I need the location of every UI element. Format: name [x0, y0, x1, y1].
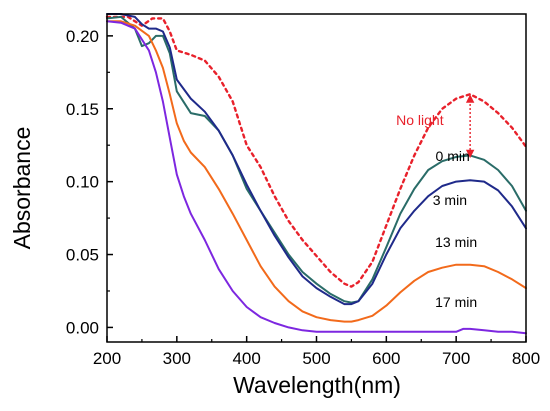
x-tick-label: 300 — [163, 349, 191, 368]
y-tick-label: 0.00 — [66, 318, 99, 337]
annotation-13-min: 13 min — [435, 234, 477, 250]
axes-layer: 200 300 400 500 600 700 800 0.00 0.05 0.10 0.15 0.2… — [66, 13, 540, 368]
annotation-no-light: No light — [396, 112, 444, 128]
y-tick-label: 0.05 — [66, 246, 99, 265]
x-tick-label: 700 — [442, 349, 470, 368]
x-tick-label: 800 — [512, 349, 540, 368]
series-line-13-min — [106, 20, 527, 323]
annotation-0-min: 0 min — [436, 148, 470, 164]
series-layer — [105, 13, 528, 335]
x-tick-label: 600 — [372, 349, 400, 368]
y-tick-label: 0.20 — [66, 27, 99, 46]
y-tick-label: 0.10 — [66, 173, 99, 192]
y-axis-title: Absorbance — [9, 127, 35, 250]
x-tick-label: 500 — [302, 349, 330, 368]
x-axis-title: Wavelength(nm) — [233, 372, 401, 398]
series-line-17-min — [106, 20, 527, 335]
y-tick-label: 0.15 — [66, 100, 99, 119]
series-line-0-min — [106, 15, 527, 304]
annotation-layer: No light 0 min 3 min 13 min 17 min — [396, 94, 477, 310]
annotation-17-min: 17 min — [435, 294, 477, 310]
series-line-no-light — [105, 15, 528, 288]
plot-frame — [106, 13, 527, 343]
x-tick-label: 400 — [232, 349, 260, 368]
annotation-3-min: 3 min — [433, 192, 467, 208]
x-tick-label: 200 — [93, 349, 121, 368]
series-line-3-min — [106, 13, 527, 306]
